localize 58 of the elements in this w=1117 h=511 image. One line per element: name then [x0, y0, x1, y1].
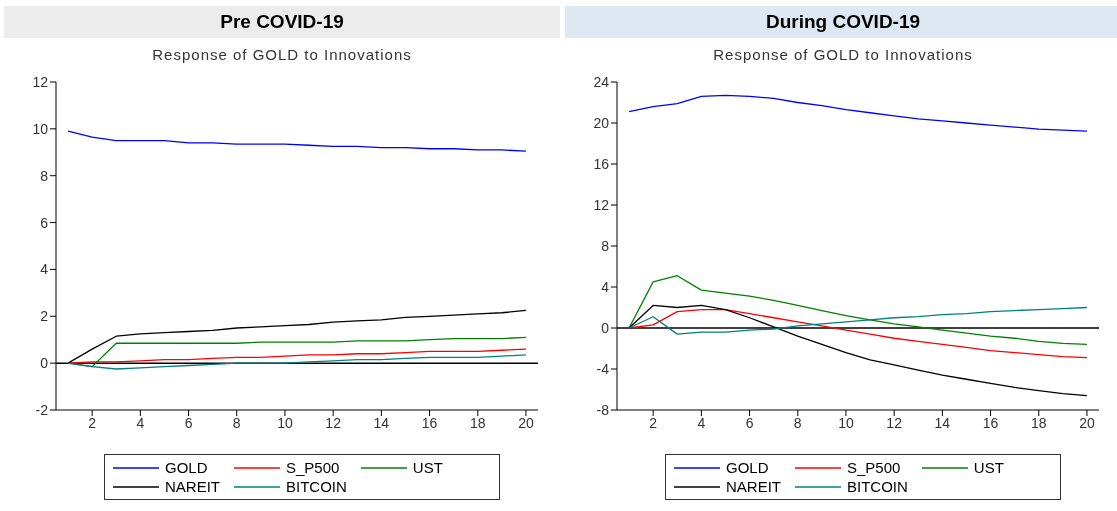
x-tick-label: 18	[1030, 414, 1047, 431]
y-tick-label: -8	[596, 401, 610, 418]
x-tick-label: 10	[277, 414, 293, 431]
x-tick-label: 6	[745, 414, 754, 431]
line-series	[67, 354, 527, 370]
legend-label: BITCOIN	[286, 478, 347, 495]
y-tick-label: 2	[40, 308, 49, 325]
y-tick-label: 8	[40, 167, 49, 184]
y-tick-label: 24	[593, 73, 610, 90]
line-series	[628, 308, 1088, 359]
y-tick-label: -2	[35, 401, 49, 418]
x-tick-label: 18	[469, 414, 486, 431]
x-tick-label: 10	[838, 414, 854, 431]
y-tick-label: 0	[601, 319, 610, 336]
y-tick-label: 4	[40, 261, 49, 278]
x-tick-label: 20	[518, 414, 534, 431]
legend-label: UST	[412, 459, 443, 476]
x-tick-label: 16	[982, 414, 999, 431]
y-tick-label: 16	[593, 155, 610, 172]
x-tick-label: 14	[373, 414, 390, 431]
x-tick-label: 4	[136, 414, 145, 431]
y-tick-label: 6	[40, 214, 49, 231]
y-tick-label: -4	[596, 360, 610, 377]
x-tick-label: 2	[649, 414, 658, 431]
y-tick-label: 12	[32, 73, 49, 90]
y-tick-label: 20	[593, 114, 610, 131]
line-series	[628, 94, 1088, 132]
legend-label: NAREIT	[165, 478, 221, 495]
y-tick-label: 8	[601, 237, 610, 254]
line-series	[67, 348, 527, 364]
legend-label: NAREIT	[726, 478, 782, 495]
legend-label: BITCOIN	[847, 478, 908, 495]
x-tick-label: 12	[325, 414, 342, 431]
x-tick-label: 12	[886, 414, 903, 431]
chart-title: Pre COVID-19	[4, 6, 560, 38]
y-tick-label: 10	[32, 120, 49, 137]
chart-subtitle: Response of GOLD to Innovations	[151, 46, 413, 65]
chart-title: During COVID-19	[565, 6, 1117, 38]
x-tick-label: 16	[421, 414, 438, 431]
x-tick-label: 8	[232, 414, 241, 431]
x-tick-label: 14	[934, 414, 951, 431]
x-tick-label: 4	[697, 414, 706, 431]
y-tick-label: 0	[40, 355, 49, 372]
x-tick-label: 8	[793, 414, 802, 431]
x-tick-label: 6	[184, 414, 193, 431]
y-tick-label: 4	[601, 278, 610, 295]
y-tick-label: 12	[593, 196, 610, 213]
legend-label: GOLD	[726, 459, 769, 476]
chart-subtitle: Response of GOLD to Innovations	[712, 46, 974, 65]
legend-label: S_P500	[847, 459, 901, 476]
legend-label: UST	[973, 459, 1004, 476]
line-series	[628, 275, 1088, 346]
line-series	[67, 130, 527, 152]
x-tick-label: 20	[1079, 414, 1095, 431]
legend-label: S_P500	[286, 459, 340, 476]
legend-label: GOLD	[165, 459, 208, 476]
line-series	[628, 306, 1088, 335]
x-tick-label: 2	[88, 414, 97, 431]
